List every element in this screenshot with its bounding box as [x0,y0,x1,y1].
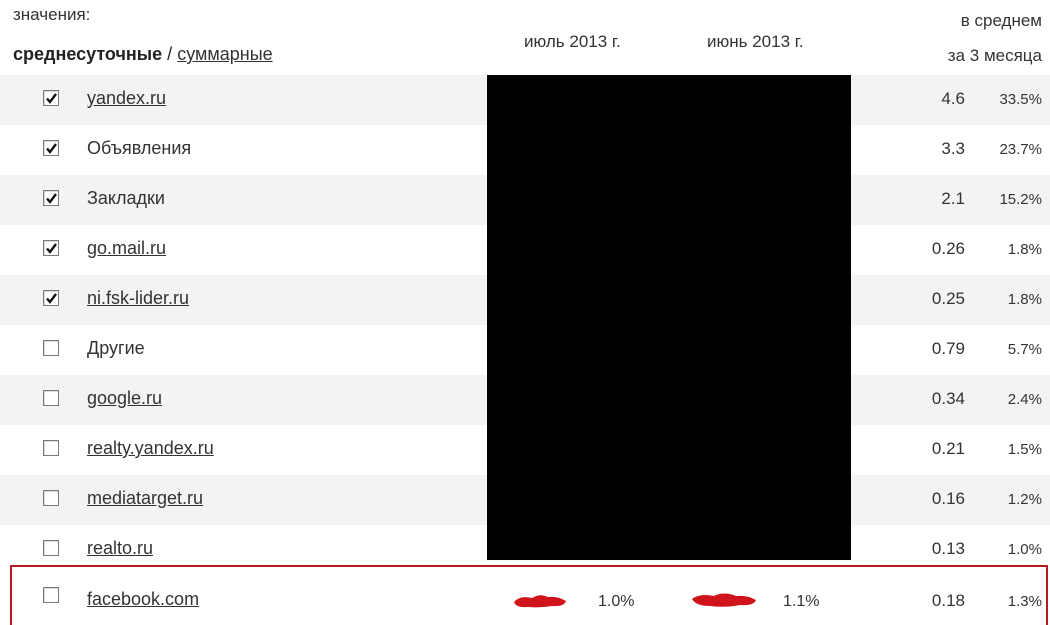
values-label: значения: [13,5,91,24]
checkbox[interactable] [43,340,59,356]
avg-value: 0.16 [931,489,965,508]
avg-value: 0.13 [931,539,965,558]
avg-value: 0.26 [931,239,965,258]
column-header-avg-line2: за 3 месяца [947,46,1042,65]
source-name[interactable]: ni.fsk-lider.ru [87,288,190,308]
checkbox[interactable] [43,390,59,406]
avg-percent: 2.4% [1007,391,1042,408]
june-percent: 1.1% [783,593,820,610]
column-header-avg-line1: в среднем [960,11,1042,30]
redaction-scribble-july [514,595,566,608]
checkbox[interactable] [43,490,59,506]
checkbox[interactable] [43,240,59,256]
checkbox[interactable] [43,140,59,156]
checkbox[interactable] [43,440,59,456]
mode-daily-active: среднесуточные [13,44,163,64]
avg-value: 0.79 [931,339,965,358]
avg-percent: 1.0% [1007,541,1042,558]
checkbox[interactable] [43,190,59,206]
source-name[interactable]: yandex.ru [87,88,167,108]
source-name[interactable]: go.mail.ru [87,238,167,258]
avg-percent: 33.5% [999,91,1042,108]
checkbox[interactable] [43,290,59,306]
avg-percent: 23.7% [999,141,1042,158]
highlighted-row-frame [10,565,1048,625]
column-header-june: июнь 2013 г. [707,32,804,51]
source-name[interactable]: mediatarget.ru [87,488,204,508]
mode-total-link[interactable]: суммарные [177,44,273,64]
table-row-facebook: facebook.com 1.0% 1.1% 0.18 1.3% [0,565,1050,625]
avg-percent: 1.8% [1007,291,1042,308]
checkbox[interactable] [43,540,59,556]
source-name: Другие [87,338,145,358]
avg-percent: 1.3% [1007,593,1042,610]
avg-value: 2.1 [941,189,965,208]
avg-value: 0.21 [931,439,965,458]
table-row: realty.yandex.ru 0.21 1.5% [0,425,1050,475]
avg-value: 4.6 [941,89,965,108]
avg-value: 3.3 [941,139,965,158]
avg-percent: 5.7% [1007,341,1042,358]
avg-value: 0.34 [931,389,965,408]
table-row: go.mail.ru 0.26 1.8% [0,225,1050,275]
table-header: значения: среднесуточные / суммарные июл… [0,0,1050,75]
source-name[interactable]: google.ru [87,388,163,408]
mode-separator: / [162,44,178,64]
source-link[interactable]: facebook.com [87,589,200,609]
avg-value: 0.25 [931,289,965,308]
avg-percent: 1.5% [1007,441,1042,458]
source-name[interactable]: realty.yandex.ru [87,438,214,458]
avg-value: 0.18 [931,591,965,610]
redacted-block [487,75,851,560]
source-name: Объявления [87,138,192,158]
table-row: Другие 0.79 5.7% [0,325,1050,375]
avg-percent: 1.8% [1007,241,1042,258]
checkbox[interactable] [43,587,59,603]
table-row: Объявления 3.3 23.7% [0,125,1050,175]
avg-percent: 15.2% [999,191,1042,208]
mode-switch: среднесуточные / суммарные [13,44,273,65]
checkbox[interactable] [43,90,59,106]
redaction-scribble-june [692,593,756,607]
july-percent: 1.0% [598,593,635,610]
avg-percent: 1.2% [1007,491,1042,508]
column-header-july: июль 2013 г. [524,32,621,51]
source-name: Закладки [87,188,165,208]
source-name[interactable]: realto.ru [87,538,154,558]
table-row: realto.ru 0.13 1.0% [0,525,1050,575]
